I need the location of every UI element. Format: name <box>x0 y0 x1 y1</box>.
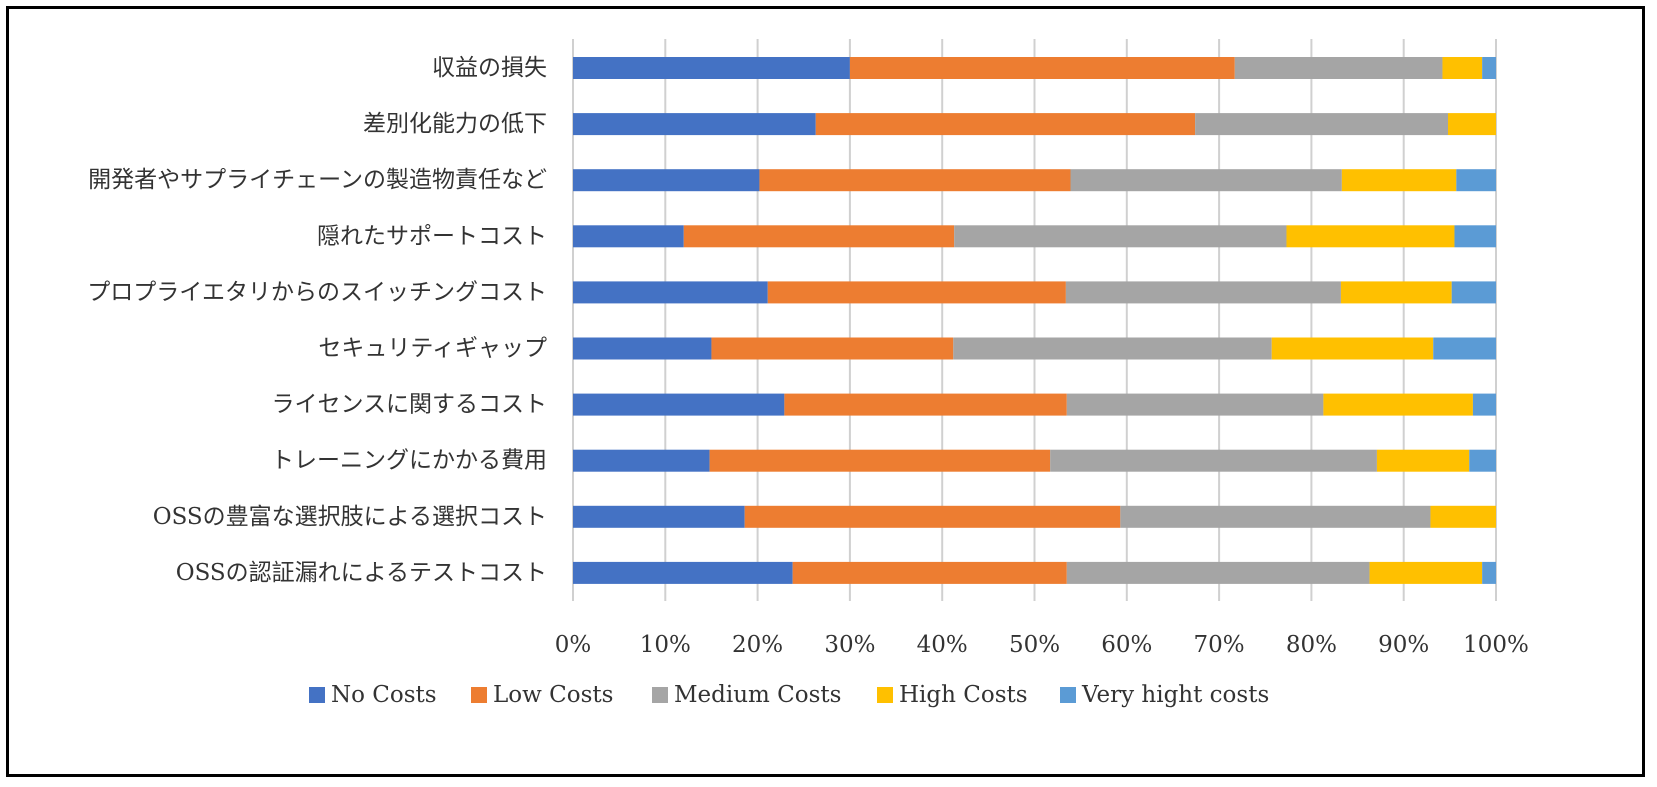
chart-frame: 収益の損失差別化能力の低下開発者やサプライチェーンの製造物責任など隠れたサポート… <box>6 6 1645 777</box>
bar-segment <box>759 169 1071 192</box>
x-tick-label: 70% <box>1194 632 1245 658</box>
category-label: トレーニングにかかる費用 <box>271 448 547 474</box>
bar-segment <box>573 113 816 136</box>
x-tick-labels: 0% 10% 20% 30% 40% 50% 60% 70% 80% 90% 100% <box>555 632 1529 658</box>
bar-segment <box>1451 281 1496 304</box>
x-tick-label: 90% <box>1378 632 1429 658</box>
legend-swatch <box>652 687 668 703</box>
x-tick-label: 10% <box>640 632 691 658</box>
stacked-bar-chart: 収益の損失差別化能力の低下開発者やサプライチェーンの製造物責任など隠れたサポート… <box>87 39 1529 708</box>
category-label: セキュリティギャップ <box>318 336 547 362</box>
legend-label: Medium Costs <box>674 682 841 708</box>
bar-segment <box>1472 393 1496 416</box>
bar-segment <box>711 337 954 360</box>
bar-segment <box>1234 57 1443 79</box>
bar-segment <box>1195 113 1449 136</box>
bar-segment <box>1456 169 1496 192</box>
x-tick-label: 60% <box>1101 632 1152 658</box>
bar-segment <box>573 337 712 360</box>
bar-segment <box>1442 57 1483 79</box>
bar-segment <box>573 449 710 472</box>
bar-segment <box>767 281 1066 304</box>
bar-segment <box>573 169 760 192</box>
bar-segment <box>1430 505 1496 528</box>
bar-segment <box>573 561 793 584</box>
bar-segment <box>784 393 1067 416</box>
bar-segment <box>744 505 1121 528</box>
bar-segment <box>953 337 1272 360</box>
x-tick-label: 50% <box>1009 632 1060 658</box>
legend-swatch <box>471 687 487 703</box>
legend-swatch <box>1060 687 1076 703</box>
x-tick-label: 30% <box>824 632 875 658</box>
bar-segment <box>792 561 1067 584</box>
legend: No Costs Low Costs Medium Costs High Costs V… <box>309 682 1269 708</box>
category-label: 収益の損失 <box>432 55 547 81</box>
legend-item: No Costs <box>309 682 437 708</box>
bar-segment <box>1469 449 1496 472</box>
bar-segment <box>1340 281 1452 304</box>
category-label: ライセンスに関するコスト <box>271 392 547 418</box>
bar-segment <box>683 225 955 248</box>
bar-segment <box>1376 449 1470 472</box>
bar-segment <box>1120 505 1431 528</box>
bar-segment <box>1433 337 1496 360</box>
legend-swatch <box>309 687 325 703</box>
bar-segment <box>1482 57 1496 79</box>
legend-swatch <box>877 687 893 703</box>
bar-segment <box>954 225 1287 248</box>
bar-segment <box>1454 225 1496 248</box>
bar-segment <box>1050 449 1377 472</box>
legend-label: Low Costs <box>493 682 613 708</box>
bar-segment <box>1369 561 1483 584</box>
bar-segment <box>1271 337 1434 360</box>
x-tick-label: 0% <box>555 632 592 658</box>
x-tick-label: 40% <box>917 632 968 658</box>
bar-segment <box>573 225 684 248</box>
legend-item: Medium Costs <box>652 682 841 708</box>
bar-segment <box>1482 561 1496 584</box>
bars <box>573 57 1496 584</box>
bar-segment <box>573 393 785 416</box>
bar-segment <box>815 113 1196 136</box>
bar-segment <box>1448 113 1496 136</box>
x-tick-label: 100% <box>1463 632 1529 658</box>
bar-segment <box>1323 393 1473 416</box>
x-tick-label: 20% <box>732 632 783 658</box>
category-labels: 収益の損失差別化能力の低下開発者やサプライチェーンの製造物責任など隠れたサポート… <box>87 55 547 586</box>
category-label: OSSの認証漏れによるテストコスト <box>176 560 547 586</box>
bar-segment <box>573 505 745 528</box>
bar-segment <box>573 281 768 304</box>
bar-segment <box>1070 169 1342 192</box>
legend-label: Very hight costs <box>1081 682 1269 708</box>
legend-label: High Costs <box>899 682 1028 708</box>
x-tick-label: 80% <box>1286 632 1337 658</box>
bar-segment <box>849 57 1235 79</box>
bar-segment <box>573 57 850 79</box>
bar-segment <box>1286 225 1455 248</box>
bar-segment <box>1066 393 1324 416</box>
legend-item: Very hight costs <box>1060 682 1269 708</box>
category-label: 開発者やサプライチェーンの製造物責任など <box>88 167 547 193</box>
legend-label: No Costs <box>331 682 437 708</box>
legend-item: Low Costs <box>471 682 613 708</box>
bar-segment <box>1341 169 1457 192</box>
bar-segment <box>1066 561 1370 584</box>
legend-item: High Costs <box>877 682 1028 708</box>
category-label: OSSの豊富な選択肢による選択コスト <box>153 504 547 530</box>
category-label: 隠れたサポートコスト <box>317 223 547 249</box>
bar-segment <box>709 449 1051 472</box>
bar-segment <box>1065 281 1341 304</box>
category-label: プロプライエタリからのスイッチングコスト <box>87 279 547 305</box>
category-label: 差別化能力の低下 <box>363 111 547 137</box>
